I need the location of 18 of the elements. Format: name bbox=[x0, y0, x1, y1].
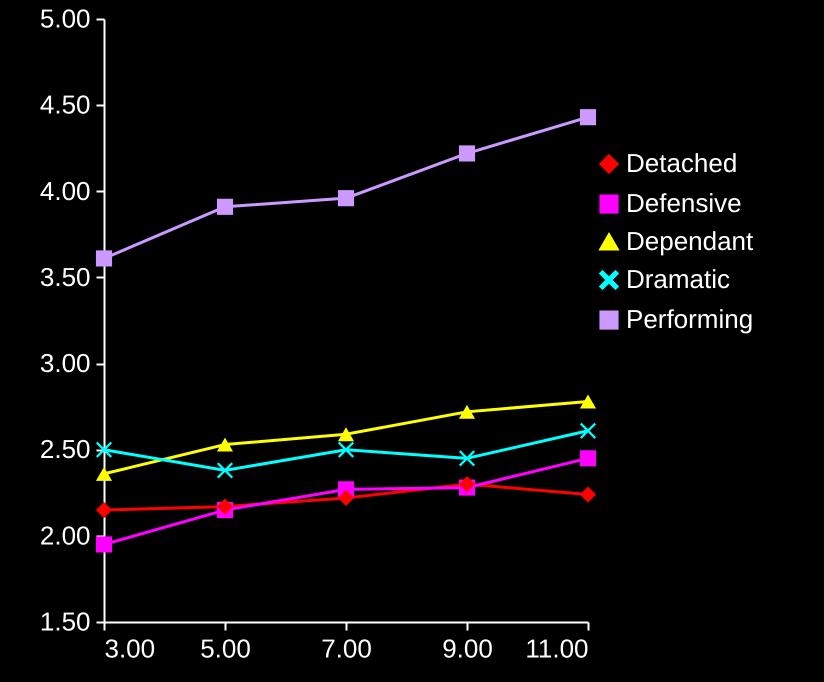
y-tick-label: 4.00 bbox=[40, 176, 90, 206]
x-tick-label: 3.00 bbox=[104, 634, 156, 664]
legend-label: Defensive bbox=[626, 188, 742, 218]
x-tick-label: 11.00 bbox=[525, 634, 588, 664]
y-tick-label: 1.50 bbox=[40, 606, 90, 636]
y-tick-label: 3.50 bbox=[40, 262, 90, 292]
y-tick-label: 4.50 bbox=[40, 90, 90, 120]
y-tick-label: 3.00 bbox=[40, 348, 90, 378]
x-tick-label: 5.00 bbox=[200, 634, 251, 664]
y-tick-label: 2.50 bbox=[40, 434, 90, 464]
x-tick-label: 7.00 bbox=[321, 634, 372, 664]
legend-label: Dramatic bbox=[626, 264, 730, 294]
legend-label: Performing bbox=[626, 304, 754, 334]
legend-label: Dependant bbox=[626, 226, 754, 256]
x-tick-label: 9.00 bbox=[442, 634, 493, 664]
legend-label: Detached bbox=[626, 148, 738, 178]
y-tick-label: 5.00 bbox=[40, 4, 90, 34]
y-tick-label: 2.00 bbox=[40, 520, 90, 550]
